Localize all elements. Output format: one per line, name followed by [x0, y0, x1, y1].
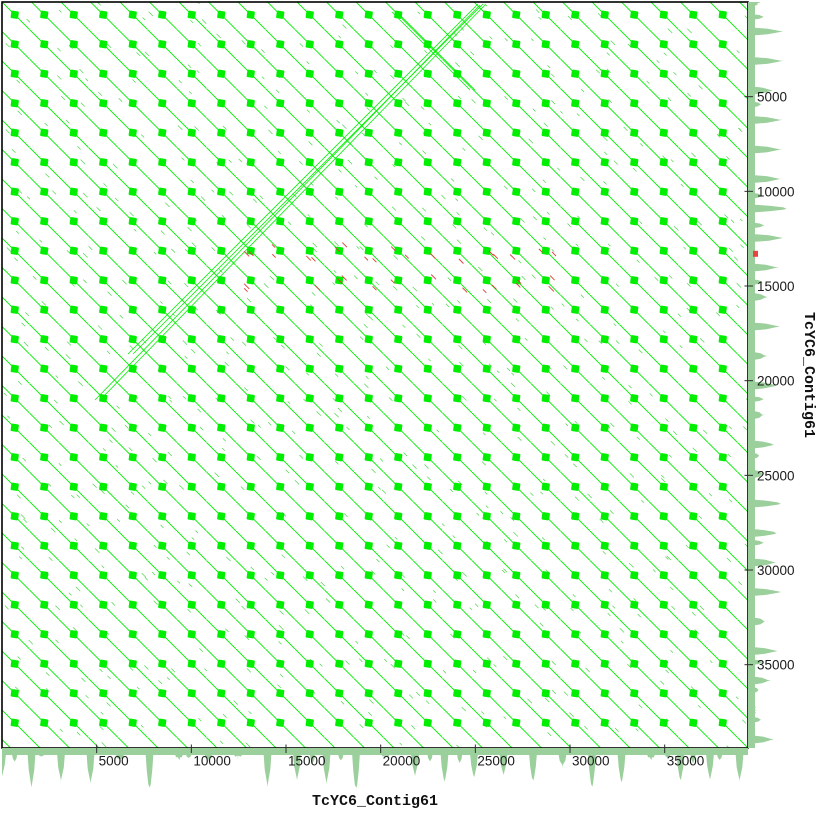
- svg-text:TcYC6_Contig61: TcYC6_Contig61: [800, 312, 817, 438]
- svg-text:35000: 35000: [667, 754, 705, 769]
- svg-text:5000: 5000: [99, 754, 129, 769]
- svg-text:10000: 10000: [193, 754, 231, 769]
- svg-text:35000: 35000: [757, 658, 795, 673]
- svg-text:15000: 15000: [288, 754, 326, 769]
- svg-text:TcYC6_Contig61: TcYC6_Contig61: [312, 793, 438, 810]
- svg-text:20000: 20000: [383, 754, 421, 769]
- svg-text:20000: 20000: [757, 374, 795, 389]
- svg-text:25000: 25000: [757, 468, 795, 483]
- svg-text:15000: 15000: [757, 279, 795, 294]
- svg-text:25000: 25000: [477, 754, 515, 769]
- svg-text:30000: 30000: [757, 563, 795, 578]
- svg-text:5000: 5000: [757, 90, 787, 105]
- svg-text:10000: 10000: [757, 184, 795, 199]
- svg-text:30000: 30000: [572, 754, 610, 769]
